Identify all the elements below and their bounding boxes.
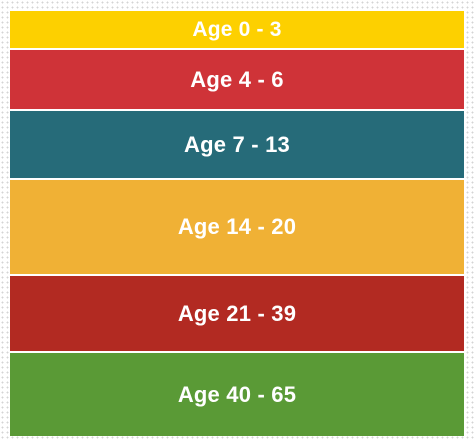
age-band-label: Age 7 - 13 xyxy=(184,131,290,157)
age-band-label: Age 14 - 20 xyxy=(177,214,297,239)
age-bands-stack: Age 0 - 3 Age 4 - 6 Age 7 - 13 Age 14 - … xyxy=(10,11,464,436)
age-band-0-3: Age 0 - 3 xyxy=(10,11,464,48)
age-band-label: Age 40 - 65 xyxy=(177,381,297,407)
age-band-label: Age 0 - 3 xyxy=(192,17,282,41)
age-band-4-6: Age 4 - 6 xyxy=(10,50,464,109)
age-band-40-65: Age 40 - 65 xyxy=(10,353,464,436)
age-band-21-39: Age 21 - 39 xyxy=(10,276,464,351)
age-band-label: Age 4 - 6 xyxy=(190,66,284,92)
age-band-14-20: Age 14 - 20 xyxy=(10,180,464,274)
age-band-7-13: Age 7 - 13 xyxy=(10,111,464,178)
age-band-label: Age 21 - 39 xyxy=(177,300,297,326)
